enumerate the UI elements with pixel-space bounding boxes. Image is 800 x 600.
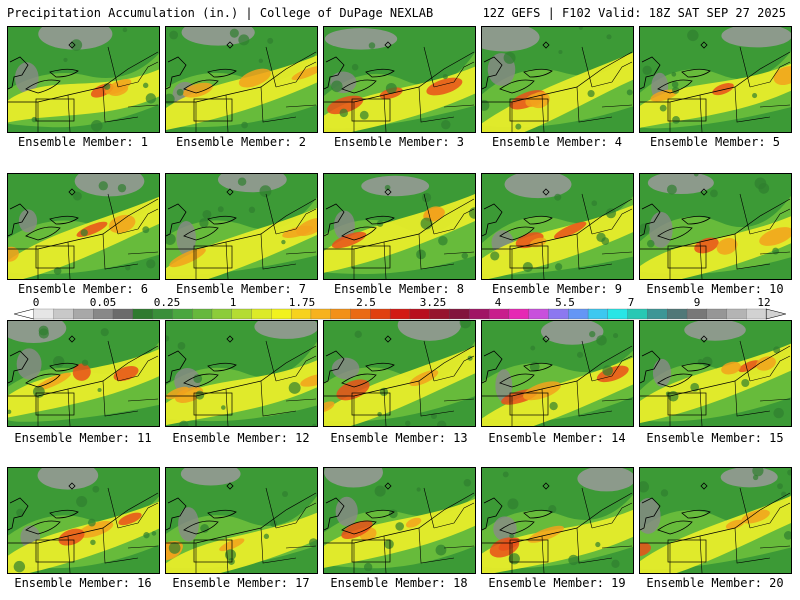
- ensemble-member-map: [639, 173, 792, 280]
- colorbar-swatch: [370, 308, 391, 320]
- colorbar-tick-label: 7: [627, 296, 635, 309]
- colorbar-tick-label: 5.5: [555, 296, 575, 309]
- ensemble-member-label: Ensemble Member: 12: [172, 431, 310, 445]
- ensemble-member-map: [639, 467, 792, 574]
- ensemble-member-label: Ensemble Member: 18: [330, 576, 468, 590]
- ensemble-member-label: Ensemble Member: 9: [491, 282, 623, 296]
- ensemble-member-map: [165, 467, 318, 574]
- ensemble-member-map: [7, 320, 160, 427]
- ensemble-member-label: Ensemble Member: 4: [491, 135, 623, 149]
- ensemble-member-label: Ensemble Member: 8: [333, 282, 465, 296]
- ensemble-member-map: [323, 467, 476, 574]
- ensemble-member-map: [481, 26, 634, 133]
- colorbar-tick-label: 0.05: [89, 296, 117, 309]
- colorbar-swatch: [607, 308, 629, 320]
- colorbar-swatch: [528, 308, 550, 320]
- colorbar-swatch: [152, 308, 174, 320]
- ensemble-member-label: Ensemble Member: 11: [14, 431, 152, 445]
- colorbar-swatch: [93, 308, 114, 320]
- colorbar-swatch: [389, 308, 411, 320]
- colorbar-tick-label: 12: [757, 296, 771, 309]
- ensemble-member-map: [7, 467, 160, 574]
- ensemble-member-label: Ensemble Member: 3: [333, 135, 465, 149]
- ensemble-member-label: Ensemble Member: 14: [488, 431, 626, 445]
- colorbar-swatch: [706, 308, 728, 320]
- ensemble-member-label: Ensemble Member: 17: [172, 576, 310, 590]
- colorbar-swatch: [409, 308, 431, 320]
- ensemble-member-map: [165, 320, 318, 427]
- colorbar-tick-label: 9: [693, 296, 701, 309]
- ensemble-member-label: Ensemble Member: 5: [649, 135, 781, 149]
- colorbar-swatch: [350, 308, 371, 320]
- ensemble-member-map: [639, 320, 792, 427]
- ensemble-member-map: [7, 173, 160, 280]
- ensemble-member-map: [165, 173, 318, 280]
- colorbar-swatch: [627, 308, 649, 320]
- ensemble-member-label: Ensemble Member: 16: [14, 576, 152, 590]
- ensemble-member-map: [481, 173, 634, 280]
- colorbar-swatch: [726, 308, 748, 320]
- colorbar-swatch: [231, 308, 253, 320]
- colorbar-swatch: [172, 308, 193, 320]
- colorbar-tick-label: 4: [494, 296, 502, 309]
- colorbar-swatch: [746, 308, 767, 320]
- ensemble-member-map: [323, 26, 476, 133]
- ensemble-member-label: Ensemble Member: 13: [330, 431, 468, 445]
- model-run-valid-time: 12Z GEFS | F102 Valid: 18Z SAT SEP 27 20…: [482, 6, 786, 20]
- ensemble-member-map: [323, 173, 476, 280]
- colorbar-tick-label: 3.25: [419, 296, 447, 309]
- ensemble-member-map: [481, 320, 634, 427]
- ensemble-member-map: [7, 26, 160, 133]
- colorbar-tick-label: 0: [32, 296, 40, 309]
- colorbar-swatch: [330, 308, 352, 320]
- colorbar-swatch: [192, 308, 213, 320]
- colorbar-swatch: [548, 308, 569, 320]
- colorbar-swatch: [686, 308, 708, 320]
- ensemble-member-map: [323, 320, 476, 427]
- map-title: Precipitation Accumulation (in.) | Colle…: [7, 6, 434, 20]
- ensemble-member-label: Ensemble Member: 7: [175, 282, 307, 296]
- colorbar-tick-label: 1: [229, 296, 237, 309]
- ensemble-member-label: Ensemble Member: 6: [17, 282, 149, 296]
- colorbar-swatch: [112, 308, 134, 320]
- colorbar-tick-label: 0.25: [153, 296, 181, 309]
- colorbar-swatch: [73, 308, 94, 320]
- colorbar-swatch: [211, 308, 233, 320]
- colorbar-tick-label: 2.5: [356, 296, 376, 309]
- colorbar-swatch: [271, 308, 292, 320]
- colorbar-tick-label: 1.75: [288, 296, 316, 309]
- colorbar-swatch: [33, 308, 55, 320]
- colorbar-swatch: [53, 308, 75, 320]
- colorbar-swatch: [429, 308, 451, 320]
- colorbar-swatch: [587, 308, 609, 320]
- colorbar-swatch: [310, 308, 332, 320]
- ensemble-member-map: [165, 26, 318, 133]
- colorbar-swatch: [251, 308, 272, 320]
- colorbar-swatch: [290, 308, 312, 320]
- colorbar-swatch: [469, 308, 490, 320]
- ensemble-member-label: Ensemble Member: 2: [175, 135, 307, 149]
- colorbar-swatch: [647, 308, 668, 320]
- ensemble-member-label: Ensemble Member: 19: [488, 576, 626, 590]
- colorbar-swatch: [667, 308, 688, 320]
- colorbar-swatch: [132, 308, 154, 320]
- colorbar-swatch: [568, 308, 589, 320]
- ensemble-member-label: Ensemble Member: 1: [17, 135, 149, 149]
- colorbar: [14, 308, 786, 320]
- ensemble-member-label: Ensemble Member: 10: [646, 282, 784, 296]
- ensemble-member-map: [481, 467, 634, 574]
- colorbar-swatch: [449, 308, 470, 320]
- colorbar-swatch: [488, 308, 510, 320]
- ensemble-member-map: [639, 26, 792, 133]
- colorbar-swatch: [508, 308, 530, 320]
- ensemble-member-label: Ensemble Member: 20: [646, 576, 784, 590]
- ensemble-member-label: Ensemble Member: 15: [646, 431, 784, 445]
